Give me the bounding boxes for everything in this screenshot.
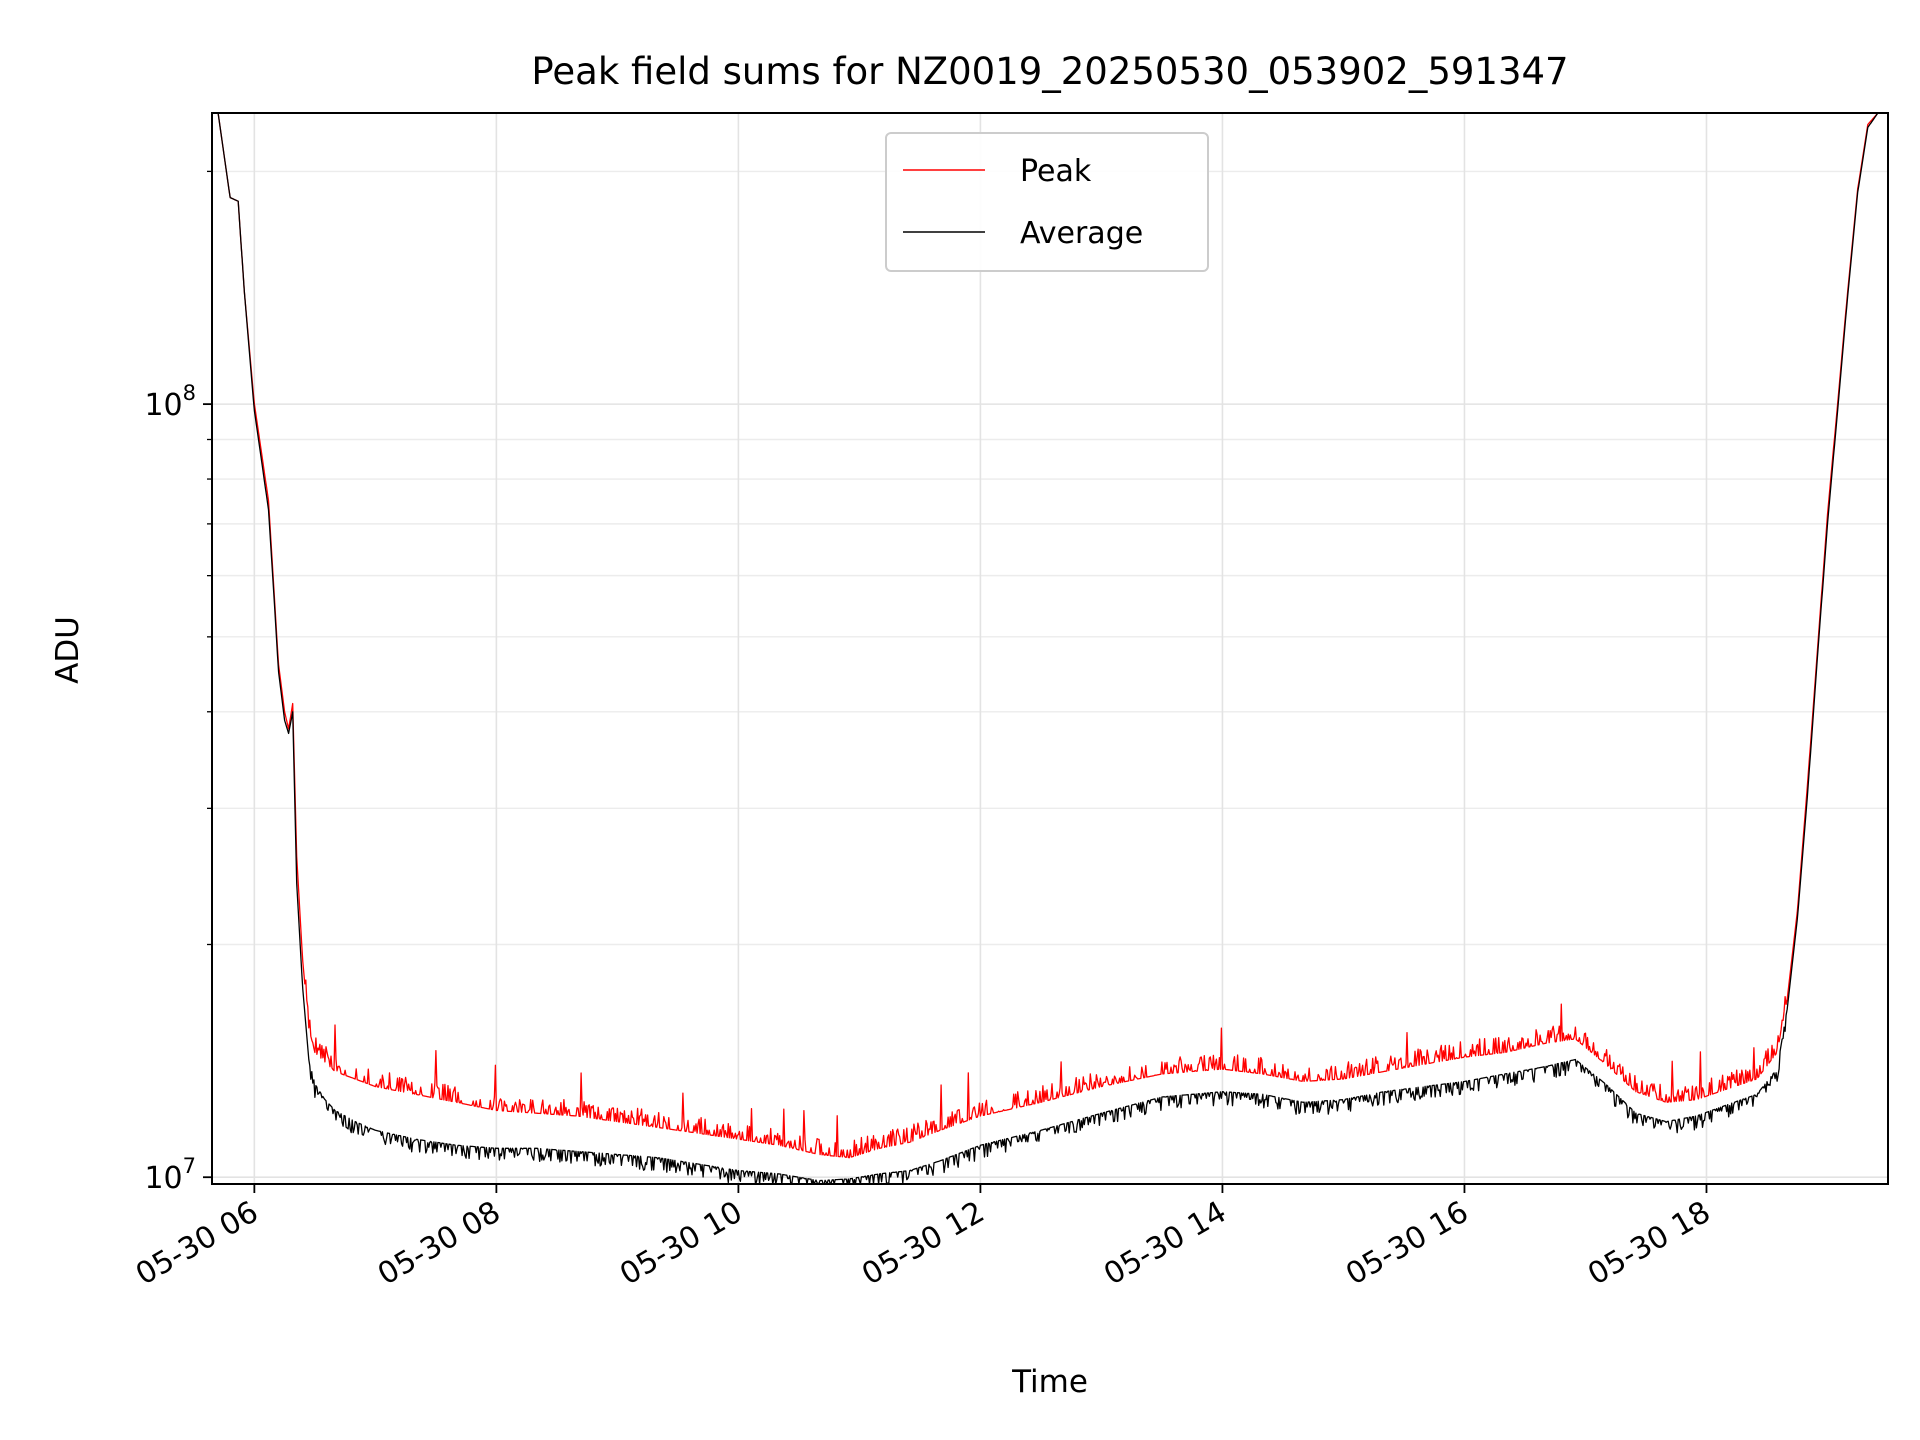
x-axis: 05-30 06 05-30 08 05-30 10 05-30 12 05-30 14… [130, 1184, 1716, 1292]
x-tick-label: 05-30 08 [372, 1195, 506, 1293]
legend: Peak Average [885, 132, 1209, 272]
y-tick-label: 108 [144, 381, 196, 423]
x-tick-label: 05-30 10 [614, 1195, 748, 1293]
y-tick-label: 107 [144, 1154, 196, 1196]
x-tick-label: 05-30 12 [856, 1195, 990, 1293]
grid [212, 113, 1888, 1184]
x-tick-label: 05-30 14 [1098, 1195, 1232, 1293]
x-tick-label: 05-30 06 [130, 1195, 264, 1293]
x-tick-label: 05-30 18 [1582, 1195, 1716, 1293]
series-layer [212, 112, 1888, 1185]
legend-average-label: Average [1020, 216, 1143, 251]
x-axis-label: Time [1011, 1364, 1088, 1400]
series-line-peak [212, 112, 1888, 1159]
legend-box [885, 132, 1209, 272]
y-axis: 107 108 [144, 170, 212, 1196]
y-axis-label: ADU [50, 616, 86, 684]
legend-peak-label: Peak [1020, 154, 1092, 189]
x-tick-label: 05-30 16 [1340, 1195, 1474, 1293]
series-line-average [212, 112, 1888, 1185]
chart-title: Peak field sums for NZ0019_20250530_0539… [531, 50, 1568, 93]
plot-frame [211, 112, 1889, 1185]
